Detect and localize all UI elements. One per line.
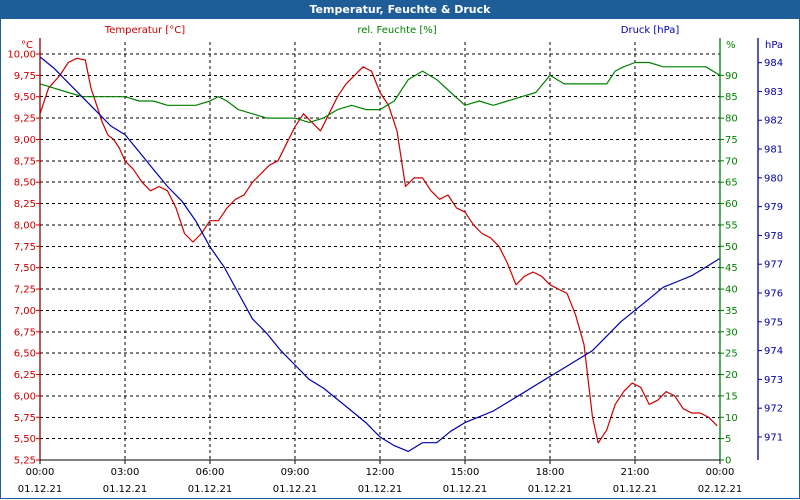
x-tick-label-date: 01.12.21 bbox=[613, 484, 658, 495]
x-tick-label-date: 01.12.21 bbox=[188, 484, 233, 495]
pressure-tick-label: 983 bbox=[764, 87, 783, 98]
humidity-tick-label: 30 bbox=[725, 327, 738, 338]
temperature-tick-label: 9,25 bbox=[14, 114, 36, 125]
pressure-tick-label: 973 bbox=[764, 375, 783, 386]
pressure-tick-label: 980 bbox=[764, 173, 783, 184]
pressure-tick-label: 977 bbox=[764, 260, 783, 271]
x-tick-label-date: 01.12.21 bbox=[273, 484, 318, 495]
humidity-tick-label: 25 bbox=[725, 349, 738, 360]
x-tick-label-date: 01.12.21 bbox=[18, 484, 63, 495]
temperature-tick-label: 7,75 bbox=[14, 242, 36, 253]
humidity-tick-label: 15 bbox=[725, 391, 738, 402]
temperature-tick-label: 9,75 bbox=[14, 71, 36, 82]
humidity-series-line bbox=[39, 61, 721, 124]
humidity-tick-label: 5 bbox=[725, 434, 731, 445]
pressure-tick-label: 972 bbox=[764, 404, 783, 415]
temperature-tick-label: 7,25 bbox=[14, 285, 36, 296]
temperature-tick-label: 8,25 bbox=[14, 199, 36, 210]
temperature-tick-label: 6,75 bbox=[14, 327, 36, 338]
x-tick-label-time: 03:00 bbox=[111, 467, 140, 478]
pressure-tick-label: 971 bbox=[764, 432, 783, 443]
pressure-tick-label: 984 bbox=[764, 58, 783, 69]
temperature-tick-label: 7,50 bbox=[14, 263, 36, 274]
x-tick-label-date: 01.12.21 bbox=[358, 484, 403, 495]
x-tick-label-time: 00:00 bbox=[26, 467, 55, 478]
temperature-tick-label: 7,00 bbox=[14, 306, 36, 317]
x-tick-label-time: 18:00 bbox=[536, 467, 565, 478]
pressure-tick-label: 981 bbox=[764, 145, 783, 156]
pressure-series-label: Druck [hPa] bbox=[621, 25, 680, 36]
temperature-tick-label: 5,50 bbox=[14, 434, 36, 445]
x-tick-label-date: 01.12.21 bbox=[443, 484, 488, 495]
temperature-series-line bbox=[39, 57, 718, 444]
humidity-tick-label: 60 bbox=[725, 199, 738, 210]
humidity-tick-label: 10 bbox=[725, 413, 738, 424]
humidity-tick-label: 55 bbox=[725, 220, 738, 231]
pressure-tick-label: 974 bbox=[764, 346, 783, 357]
axes bbox=[36, 38, 762, 464]
temperature-tick-label: 8,75 bbox=[14, 156, 36, 167]
humidity-tick-label: 85 bbox=[725, 92, 738, 103]
x-tick-label-time: 06:00 bbox=[196, 467, 225, 478]
x-tick-label-time: 21:00 bbox=[621, 467, 650, 478]
pressure-unit-label: hPa bbox=[765, 40, 783, 51]
temperature-tick-label: 8,50 bbox=[14, 178, 36, 189]
humidity-tick-label: 70 bbox=[725, 156, 738, 167]
x-tick-label-date: 01.12.21 bbox=[103, 484, 148, 495]
x-tick-label-time: 15:00 bbox=[451, 467, 480, 478]
humidity-tick-label: 75 bbox=[725, 135, 738, 146]
humidity-unit-label: % bbox=[726, 40, 736, 51]
pressure-series-line bbox=[39, 56, 721, 452]
temperature-tick-label: 10,00 bbox=[7, 50, 36, 61]
temperature-tick-label: 5,25 bbox=[14, 456, 36, 467]
grid-lines bbox=[39, 42, 721, 461]
humidity-tick-label: 20 bbox=[725, 370, 738, 381]
humidity-tick-label: 65 bbox=[725, 178, 738, 189]
temperature-tick-label: 9,00 bbox=[14, 135, 36, 146]
x-tick-label-time: 12:00 bbox=[366, 467, 395, 478]
x-tick-label-date: 02.12.21 bbox=[698, 484, 743, 495]
temperature-tick-label: 6,00 bbox=[14, 391, 36, 402]
pressure-tick-label: 975 bbox=[764, 317, 783, 328]
temperature-tick-label: 6,25 bbox=[14, 370, 36, 381]
series-lines bbox=[39, 56, 721, 452]
pressure-tick-label: 976 bbox=[764, 288, 783, 299]
temperature-tick-label: 6,50 bbox=[14, 349, 36, 360]
labels: °C10,00 9,75 9,50 9,25 9,00 8,75 8,50 8,25 8,00 7… bbox=[7, 25, 783, 495]
humidity-tick-label: 80 bbox=[725, 114, 738, 125]
humidity-series-label: rel. Feuchte [%] bbox=[357, 25, 436, 36]
x-tick-label-time: 09:00 bbox=[281, 467, 310, 478]
humidity-tick-label: 0 bbox=[725, 456, 731, 467]
x-tick-label-time: 00:00 bbox=[706, 467, 735, 478]
temperature-unit-label: °C bbox=[21, 40, 33, 51]
pressure-tick-label: 978 bbox=[764, 231, 783, 242]
temperature-tick-label: 5,75 bbox=[14, 413, 36, 424]
pressure-tick-label: 982 bbox=[764, 116, 783, 127]
temperature-tick-label: 8,00 bbox=[14, 220, 36, 231]
humidity-tick-label: 90 bbox=[725, 71, 738, 82]
chart-title: Temperatur, Feuchte & Druck bbox=[0, 0, 800, 19]
temperature-tick-label: 9,50 bbox=[14, 92, 36, 103]
humidity-tick-label: 45 bbox=[725, 263, 738, 274]
humidity-tick-label: 50 bbox=[725, 242, 738, 253]
x-tick-label-date: 01.12.21 bbox=[528, 484, 573, 495]
humidity-tick-label: 40 bbox=[725, 285, 738, 296]
humidity-tick-label: 35 bbox=[725, 306, 738, 317]
pressure-tick-label: 979 bbox=[764, 202, 783, 213]
temperature-series-label: Temperatur [°C] bbox=[104, 25, 185, 36]
